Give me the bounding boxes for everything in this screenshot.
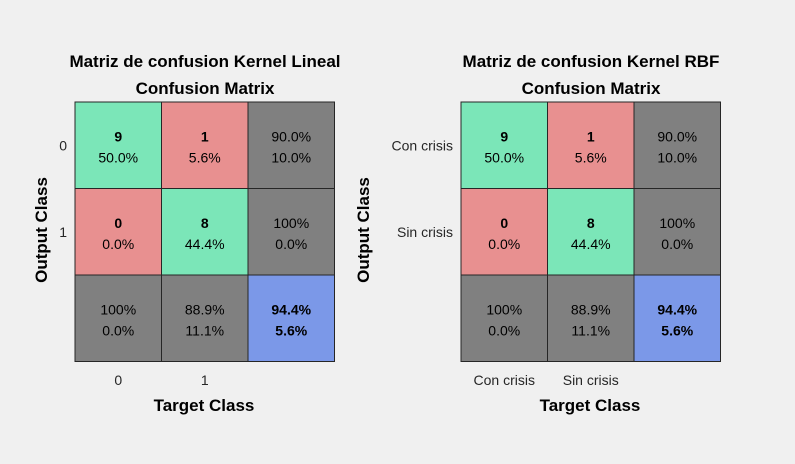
- y-tick-label: 1: [59, 224, 67, 240]
- matrix-cell: [74, 188, 162, 276]
- matrix-cell-value: 9: [500, 128, 508, 144]
- column-summary-cell-value: 88.9%: [571, 301, 611, 317]
- row-summary-cell-value: 100%: [659, 215, 695, 231]
- matrix-cell: [547, 101, 635, 189]
- x-tick-label: Sin crisis: [563, 372, 619, 388]
- matrix-cell: [161, 101, 249, 189]
- row-summary-cell: [633, 101, 721, 189]
- overall-accuracy-cell-percent: 5.6%: [275, 322, 307, 338]
- matrix-cell-percent: 44.4%: [185, 236, 225, 252]
- matrix-cell: [460, 101, 548, 189]
- chart-subtitle: Confusion Matrix: [522, 79, 661, 98]
- row-summary-cell: [247, 188, 335, 276]
- row-summary-cell-percent: 10.0%: [271, 149, 311, 165]
- matrix-cell-value: 8: [201, 215, 209, 231]
- matrix-cell-value: 0: [114, 215, 122, 231]
- matrix-cell-percent: 5.6%: [189, 149, 221, 165]
- row-summary-cell-value: 90.0%: [657, 128, 697, 144]
- y-axis-label: Output Class: [32, 177, 51, 283]
- matrix-cell-percent: 0.0%: [488, 236, 520, 252]
- matrix-cell-percent: 50.0%: [98, 149, 138, 165]
- overall-accuracy-cell: [247, 274, 335, 362]
- row-summary-cell-percent: 0.0%: [661, 236, 693, 252]
- overall-accuracy-cell-percent: 5.6%: [661, 322, 693, 338]
- y-tick-label: Sin crisis: [397, 224, 453, 240]
- row-summary-cell-percent: 10.0%: [657, 149, 697, 165]
- row-summary-cell: [247, 101, 335, 189]
- matrix-cell-percent: 0.0%: [102, 236, 134, 252]
- column-summary-cell: [161, 274, 249, 362]
- overall-accuracy-cell: [633, 274, 721, 362]
- x-tick-label: Con crisis: [474, 372, 535, 388]
- matrix-cells: 950.0%15.6%90.0%10.0%00.0%844.4%100%0.0%…: [59, 101, 335, 388]
- confusion-matrix-lineal: Matriz de confusion Kernel Lineal Confus…: [32, 52, 341, 415]
- column-summary-cell-percent: 0.0%: [102, 322, 134, 338]
- matrix-cell-value: 9: [114, 128, 122, 144]
- y-tick-label: 0: [59, 137, 67, 153]
- matrix-cell: [74, 101, 162, 189]
- column-summary-cell-value: 100%: [100, 301, 136, 317]
- x-tick-label: 1: [201, 372, 209, 388]
- matrix-cell-percent: 50.0%: [484, 149, 524, 165]
- matrix-cell: [161, 188, 249, 276]
- matrix-cell-value: 1: [201, 128, 209, 144]
- overall-accuracy-cell-value: 94.4%: [271, 301, 311, 317]
- confusion-matrix-rbf: Matriz de confusion Kernel RBF Confusion…: [354, 52, 721, 415]
- chart-title: Matriz de confusion Kernel RBF: [463, 52, 720, 71]
- chart-title: Matriz de confusion Kernel Lineal: [69, 52, 340, 71]
- column-summary-cell-value: 100%: [486, 301, 522, 317]
- column-summary-cell: [547, 274, 635, 362]
- row-summary-cell: [633, 188, 721, 276]
- column-summary-cell: [460, 274, 548, 362]
- column-summary-cell-percent: 11.1%: [185, 322, 224, 338]
- x-tick-label: 0: [114, 372, 122, 388]
- matrix-cells: 9 50.0% 1 5.6% 90.0% 10.0% 0 0.0% 8 44.4% 100% 0.0%…: [392, 101, 721, 388]
- matrix-cell-value: 8: [587, 215, 595, 231]
- row-summary-cell-value: 90.0%: [271, 128, 311, 144]
- matrix-cell-percent: 5.6%: [575, 149, 607, 165]
- x-axis-label: Target Class: [540, 396, 641, 415]
- overall-accuracy-cell-value: 94.4%: [657, 301, 697, 317]
- x-axis-label: Target Class: [154, 396, 255, 415]
- column-summary-cell-percent: 0.0%: [488, 322, 520, 338]
- column-summary-cell-percent: 11.1%: [571, 322, 610, 338]
- matrix-cell-percent: 44.4%: [571, 236, 611, 252]
- column-summary-cell: [74, 274, 162, 362]
- matrix-cell: [460, 188, 548, 276]
- column-summary-cell-value: 88.9%: [185, 301, 225, 317]
- y-axis-label: Output Class: [354, 177, 373, 283]
- row-summary-cell-percent: 0.0%: [275, 236, 307, 252]
- chart-subtitle: Confusion Matrix: [136, 79, 275, 98]
- matrix-cell-value: 1: [587, 128, 595, 144]
- row-summary-cell-value: 100%: [273, 215, 309, 231]
- y-tick-label: Con crisis: [392, 137, 453, 153]
- matrix-cell: [547, 188, 635, 276]
- matrix-cell-value: 0: [500, 215, 508, 231]
